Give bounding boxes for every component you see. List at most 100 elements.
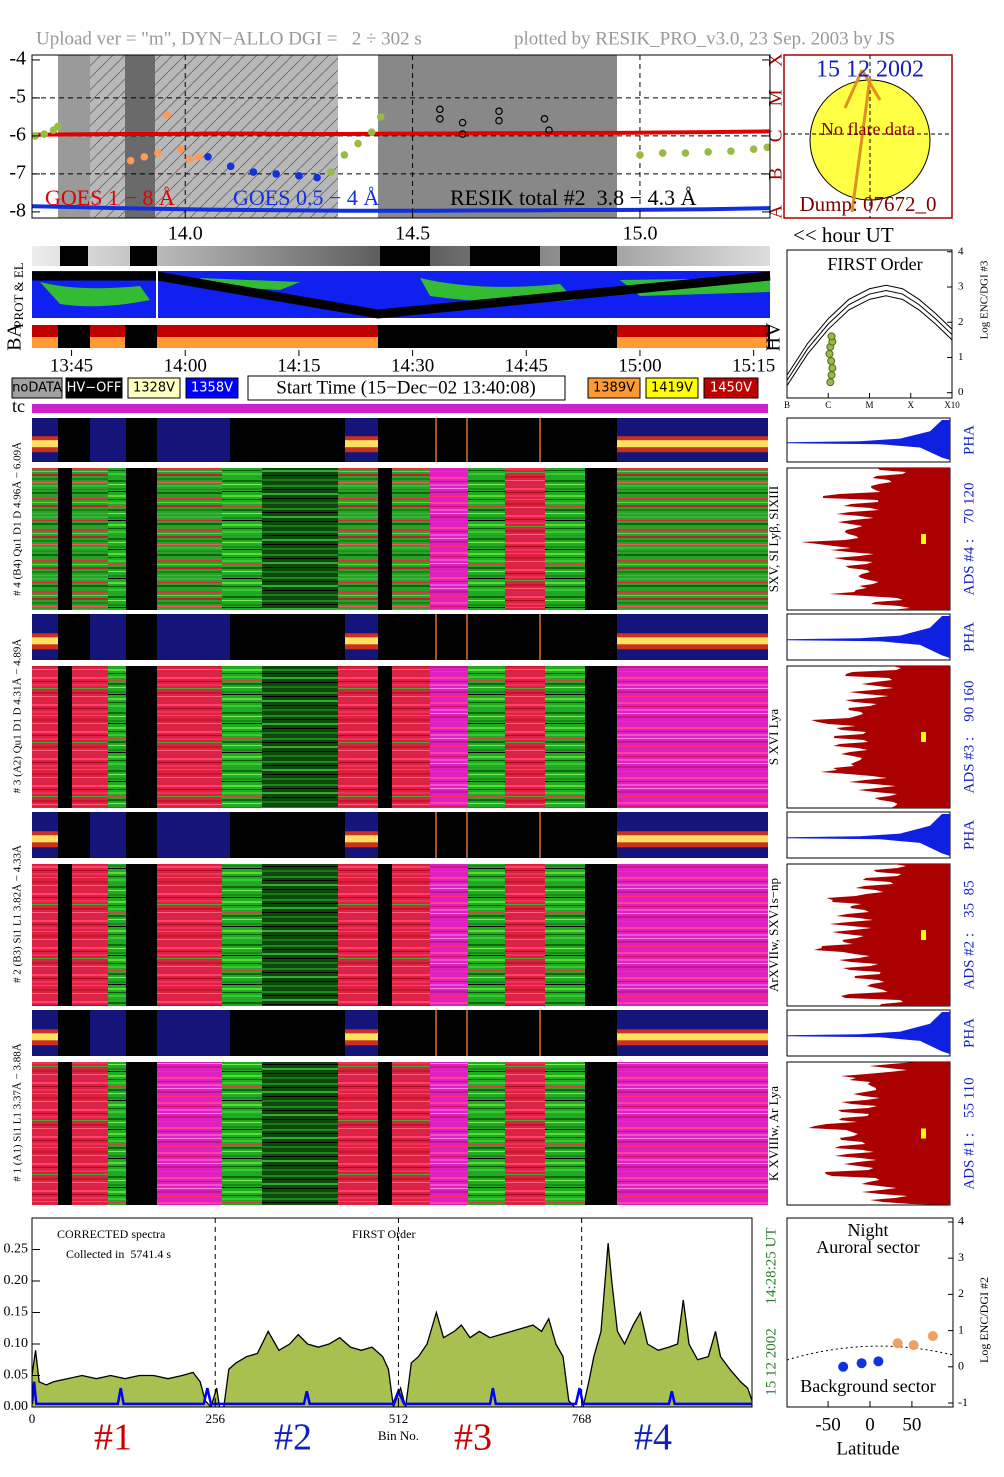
spectrogram-cell xyxy=(157,666,222,808)
data-point xyxy=(54,122,62,131)
chart-title: Night xyxy=(847,1220,888,1240)
y-axis-label: Log ENC/DGI #3 xyxy=(979,260,991,339)
sun-date: 15 12 2002 xyxy=(816,57,924,83)
y-tick-label: -5 xyxy=(9,86,26,108)
upper-label: Auroral sector xyxy=(816,1237,919,1257)
spectrogram-cell xyxy=(468,864,505,1006)
data-point xyxy=(272,170,280,178)
goes-shading xyxy=(58,55,617,218)
pha-band xyxy=(32,835,58,843)
series-line xyxy=(32,204,770,213)
spectrogram-cell xyxy=(468,468,505,610)
spectrum-line xyxy=(32,1243,752,1407)
spectrogram-cell xyxy=(300,864,338,1006)
data-point xyxy=(340,151,349,159)
spectrogram-cell xyxy=(378,666,392,808)
spectrogram-cell xyxy=(145,468,157,610)
hour-label: << hour UT xyxy=(793,223,894,247)
data-point xyxy=(545,126,553,135)
spectrogram-cell xyxy=(108,1062,126,1205)
spectrogram-cell xyxy=(222,864,262,1006)
x-tick-label: 512 xyxy=(389,1411,409,1426)
spectrogram-label: # 3 (A2) Qu1 D1 D 4.31Å − 4.89Å xyxy=(12,639,24,794)
legend-label: noDATA xyxy=(12,381,62,396)
spectrogram-cell xyxy=(545,1062,585,1205)
curve xyxy=(786,295,953,386)
spectrogram-cell xyxy=(505,666,545,808)
spectrogram-cell xyxy=(145,1062,157,1205)
pha-label: PHA xyxy=(961,820,977,850)
data-point xyxy=(908,1340,919,1351)
section-label: #3 xyxy=(454,1417,492,1459)
data-point xyxy=(367,128,376,136)
legend-label: HV−OFF xyxy=(67,381,122,396)
spectrogram-cell xyxy=(72,1062,108,1205)
spectrogram-cell xyxy=(145,666,157,808)
y-tick-label: 3 xyxy=(958,281,964,293)
spectrogram-cell xyxy=(585,468,617,610)
prot-label: PROT & EL xyxy=(11,262,26,328)
ads-marker xyxy=(921,930,926,940)
x-tick-label: X xyxy=(908,400,915,410)
time-tick-label: 15:00 xyxy=(618,355,661,376)
spectrogram-cell xyxy=(32,1062,58,1205)
data-point xyxy=(295,172,303,180)
annotation: FIRST Order xyxy=(352,1227,415,1241)
spectrogram-cell xyxy=(145,864,157,1006)
spectrogram-cell xyxy=(58,864,72,1006)
spectrogram-cell xyxy=(58,666,72,808)
ads-hist xyxy=(801,468,950,610)
y-tick-label: 4 xyxy=(958,1214,964,1228)
y-tick-label: 1 xyxy=(958,351,964,363)
data-point xyxy=(458,130,467,138)
time-tick-label: 14:00 xyxy=(164,355,207,376)
spectrogram-cell xyxy=(378,864,392,1006)
x-tick-label: 50 xyxy=(902,1414,921,1435)
data-point xyxy=(495,116,503,125)
pha-band xyxy=(617,1033,768,1041)
threshold-curve xyxy=(786,1345,954,1361)
spectrogram-cell xyxy=(617,864,768,1006)
legend-swatch xyxy=(645,377,699,399)
data-point xyxy=(828,364,837,373)
y-tick-label: 0.05 xyxy=(4,1368,29,1383)
legend-swatch xyxy=(185,377,239,399)
data-point xyxy=(185,154,194,163)
spectrogram-cell xyxy=(378,1062,392,1205)
sun-panel xyxy=(783,54,953,219)
spectrogram-cell xyxy=(32,468,58,610)
x-tick-label: 256 xyxy=(205,1411,225,1426)
spectrogram-cell xyxy=(430,1062,468,1205)
spectrogram-cell xyxy=(300,1062,338,1205)
spectrogram-cell xyxy=(338,468,378,610)
data-point xyxy=(140,153,149,161)
y-tick-label: -8 xyxy=(9,200,26,222)
spectrogram-cell xyxy=(430,468,468,610)
data-point xyxy=(313,173,321,182)
time-label: 14:28:25 UT xyxy=(763,1227,779,1304)
pha-label: PHA xyxy=(961,622,977,652)
y-tick-label: 2 xyxy=(958,316,964,328)
spectrogram-cell xyxy=(392,1062,430,1205)
spectrogram-cell xyxy=(72,666,108,808)
spectrogram-cell xyxy=(300,666,338,808)
pha-hist xyxy=(787,814,950,856)
legend-entry: RESIK total #2 3.8 − 4.3 Å xyxy=(450,185,697,210)
pha-cell xyxy=(157,614,230,660)
pha-hist xyxy=(787,1012,950,1054)
pha-band xyxy=(32,637,58,645)
axis-frame xyxy=(31,54,771,219)
spectrogram-cell xyxy=(617,1062,768,1205)
spectrogram-cell xyxy=(617,666,768,808)
y-tick-label: 0.25 xyxy=(4,1242,29,1257)
x-axis-label: Latitude xyxy=(836,1438,899,1459)
spectrogram-cell xyxy=(108,666,126,808)
y-tick-label: -6 xyxy=(9,124,26,146)
sun-dump: Dump: 07672_0 xyxy=(799,192,936,216)
time-tick-label: 14:30 xyxy=(391,355,434,376)
curve xyxy=(786,284,953,376)
ads-marker xyxy=(921,732,926,742)
spectrogram-cell xyxy=(430,666,468,808)
pha-hist xyxy=(787,616,950,658)
data-point xyxy=(163,111,171,119)
